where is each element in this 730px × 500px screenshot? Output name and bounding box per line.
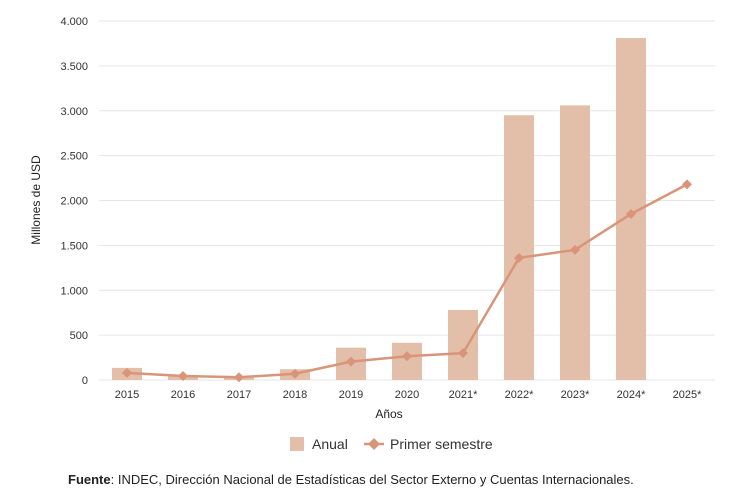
line-primer-semestre <box>122 179 692 383</box>
point-primer-semestre <box>458 348 468 359</box>
bar-anual <box>504 115 534 381</box>
x-tick-label: 2023* <box>561 389 590 401</box>
legend-label-primer-semestre: Primer semestre <box>390 436 493 452</box>
y-tick-label: 2.000 <box>60 196 88 208</box>
point-primer-semestre <box>178 370 188 381</box>
gridlines <box>99 20 715 381</box>
x-tick-label: 2024* <box>617 389 646 401</box>
y-tick-label: 500 <box>70 330 88 342</box>
y-tick-label: 1.500 <box>60 240 88 252</box>
x-axis-ticks: 2015 2016 2017 2018 2019 2020 2021* 2022* 2023* 2… <box>115 389 702 401</box>
point-primer-semestre <box>402 351 412 362</box>
y-tick-label: 4.000 <box>60 16 88 28</box>
bars-anual <box>112 38 646 381</box>
point-primer-semestre <box>346 356 356 367</box>
y-axis-title: Millones de USD <box>29 155 43 245</box>
point-primer-semestre <box>626 208 636 219</box>
x-tick-label: 2017 <box>227 389 251 401</box>
y-tick-label: 2.500 <box>60 151 88 163</box>
x-axis-title: Años <box>375 407 402 421</box>
point-primer-semestre <box>234 372 244 383</box>
y-tick-label: 3.500 <box>60 61 88 73</box>
legend-swatch-anual <box>290 437 304 451</box>
bar-anual <box>392 342 422 380</box>
y-tick-label: 0 <box>82 375 88 387</box>
source-text: : INDEC, Dirección Nacional de Estadísti… <box>110 472 634 487</box>
x-tick-label: 2021* <box>449 389 478 401</box>
x-tick-label: 2018 <box>283 389 307 401</box>
y-axis-ticks: 0 500 1.000 1.500 2.000 2.500 3.000 3.500 4.000 <box>60 16 88 387</box>
x-tick-label: 2025* <box>673 389 702 401</box>
point-primer-semestre <box>290 368 300 379</box>
point-primer-semestre <box>682 179 692 190</box>
y-tick-label: 1.000 <box>60 285 88 297</box>
source-note: Fuente: INDEC, Dirección Nacional de Est… <box>68 472 634 487</box>
x-tick-label: 2020 <box>395 389 419 401</box>
bar-anual <box>448 309 478 380</box>
point-primer-semestre <box>122 367 132 378</box>
x-tick-label: 2022* <box>505 389 534 401</box>
x-tick-label: 2016 <box>171 389 195 401</box>
point-primer-semestre <box>514 252 524 263</box>
legend-label-anual: Anual <box>312 436 348 452</box>
point-primer-semestre <box>570 244 580 255</box>
legend-marker-primer-semestre <box>368 438 380 450</box>
source-label: Fuente <box>68 472 111 487</box>
legend: Anual Primer semestre <box>290 436 493 452</box>
x-tick-label: 2015 <box>115 389 139 401</box>
x-tick-label: 2019 <box>339 389 363 401</box>
y-tick-label: 3.000 <box>60 106 88 118</box>
